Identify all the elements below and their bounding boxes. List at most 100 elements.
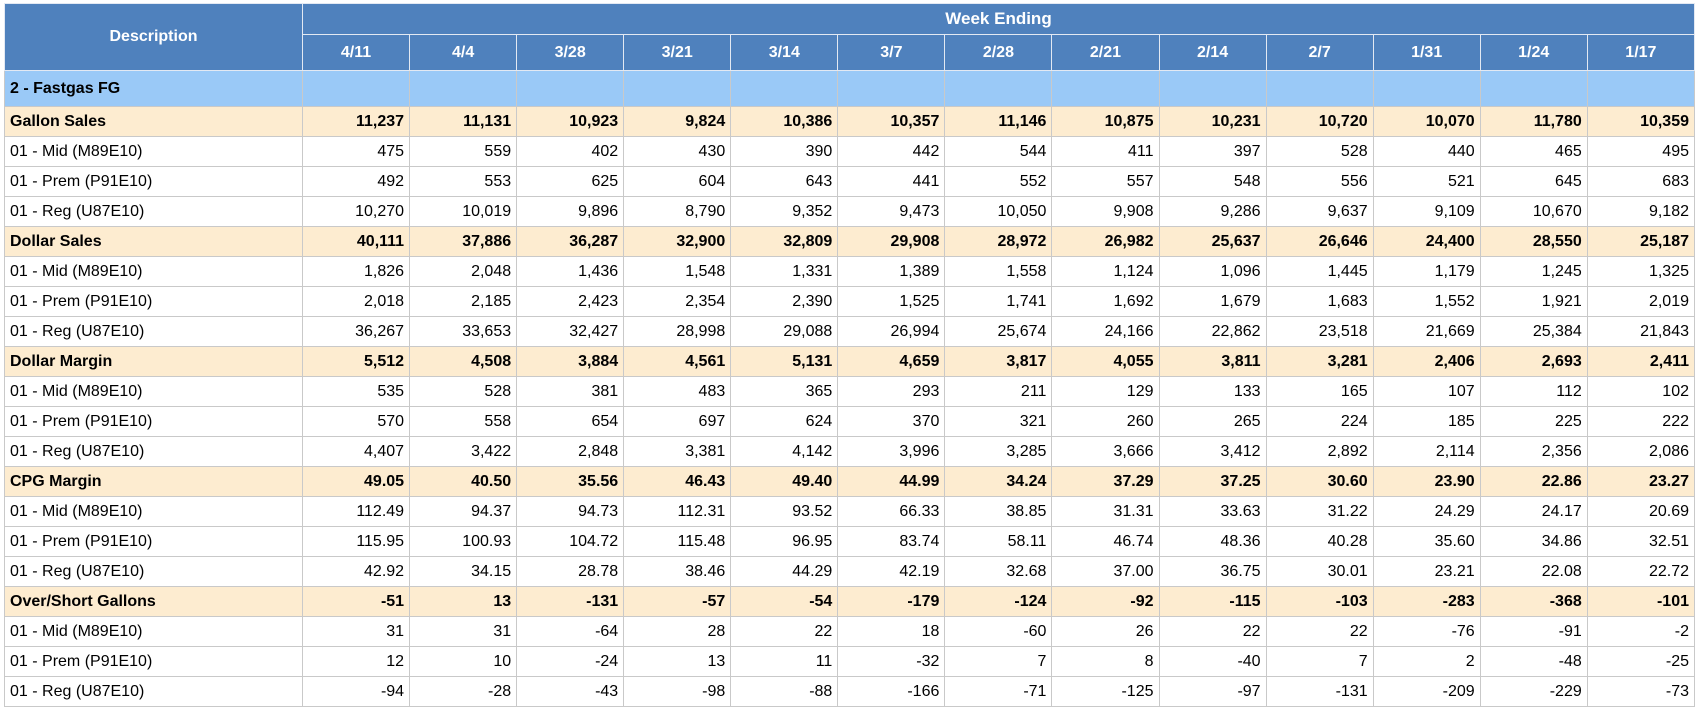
value-cell: 7 <box>1265 646 1374 677</box>
value-cell: -32 <box>837 646 946 677</box>
value-cell: 24.17 <box>1479 496 1588 527</box>
value-cell: 66.33 <box>837 496 946 527</box>
row-label: 01 - Mid (M89E10) <box>4 616 303 647</box>
section-empty-cell <box>623 70 732 107</box>
value-cell: 23.90 <box>1372 466 1481 497</box>
value-cell: 26,994 <box>837 316 946 347</box>
section-empty-cell <box>1265 70 1374 107</box>
value-cell: 442 <box>837 136 946 167</box>
value-cell: 430 <box>623 136 732 167</box>
value-cell: 46.74 <box>1051 526 1160 557</box>
row-label: 01 - Reg (U87E10) <box>4 316 303 347</box>
value-cell: -368 <box>1479 586 1588 617</box>
section-empty-cell <box>1586 70 1695 107</box>
week-column-header[interactable]: 2/14 <box>1158 34 1267 71</box>
value-cell: 2,406 <box>1372 346 1481 377</box>
value-cell: 3,666 <box>1051 436 1160 467</box>
value-cell: 10,670 <box>1479 196 1588 227</box>
value-cell: -64 <box>516 616 625 647</box>
value-cell: 10,875 <box>1051 106 1160 137</box>
value-cell: 9,286 <box>1158 196 1267 227</box>
row-label: 01 - Reg (U87E10) <box>4 676 303 707</box>
metric-row: Over/Short Gallons -51 13 -131 -57 -54 -179 -12… <box>4 586 1695 617</box>
value-cell: 10,357 <box>837 106 946 137</box>
value-cell: 36,287 <box>516 226 625 257</box>
value-cell: 2,693 <box>1479 346 1588 377</box>
value-cell: 37.00 <box>1051 556 1160 587</box>
value-cell: 25,384 <box>1479 316 1588 347</box>
value-cell: 9,637 <box>1265 196 1374 227</box>
week-column-header[interactable]: 3/28 <box>516 34 625 71</box>
section-empty-cell <box>1372 70 1481 107</box>
value-cell: 28,972 <box>944 226 1053 257</box>
week-column-header[interactable]: 1/17 <box>1586 34 1695 71</box>
value-cell: -60 <box>944 616 1053 647</box>
value-cell: 49.05 <box>301 466 411 497</box>
value-cell: 34.15 <box>409 556 518 587</box>
value-cell: -71 <box>944 676 1053 707</box>
value-cell: 129 <box>1051 376 1160 407</box>
section-empty-cell <box>516 70 625 107</box>
weekly-fuel-report-table: Description Week Ending 4/11 4/4 3/28 3/21 3… <box>4 3 1695 707</box>
value-cell: 11,131 <box>409 106 518 137</box>
value-cell: 2,411 <box>1586 346 1695 377</box>
value-cell: 1,389 <box>837 256 946 287</box>
week-column-header[interactable]: 1/24 <box>1479 34 1588 71</box>
value-cell: 11,146 <box>944 106 1053 137</box>
value-cell: -124 <box>944 586 1053 617</box>
value-cell: 643 <box>730 166 839 197</box>
value-cell: 22.72 <box>1586 556 1695 587</box>
value-cell: 440 <box>1372 136 1481 167</box>
value-cell: 24,166 <box>1051 316 1160 347</box>
value-cell: -2 <box>1586 616 1695 647</box>
value-cell: -54 <box>730 586 839 617</box>
week-column-header[interactable]: 2/7 <box>1265 34 1374 71</box>
week-column-header[interactable]: 1/31 <box>1372 34 1481 71</box>
value-cell: 165 <box>1265 376 1374 407</box>
value-cell: 2,356 <box>1479 436 1588 467</box>
detail-row: 01 - Reg (U87E10) 10,270 10,019 9,896 8,790 9… <box>4 196 1695 227</box>
value-cell: 3,422 <box>409 436 518 467</box>
value-cell: 2,048 <box>409 256 518 287</box>
value-cell: 2,019 <box>1586 286 1695 317</box>
value-cell: 94.73 <box>516 496 625 527</box>
value-cell: 370 <box>837 406 946 437</box>
value-cell: 44.29 <box>730 556 839 587</box>
value-cell: 13 <box>409 586 518 617</box>
value-cell: 1,325 <box>1586 256 1695 287</box>
value-cell: 211 <box>944 376 1053 407</box>
week-column-header[interactable]: 3/7 <box>837 34 946 71</box>
section-empty-cell <box>1479 70 1588 107</box>
week-column-header[interactable]: 4/11 <box>301 34 411 71</box>
detail-row: 01 - Prem (P91E10) 570 558 654 697 624 370 321 2… <box>4 406 1695 437</box>
week-column-header[interactable]: 2/21 <box>1051 34 1160 71</box>
week-column-header[interactable]: 3/21 <box>623 34 732 71</box>
value-cell: 1,096 <box>1158 256 1267 287</box>
week-column-header[interactable]: 3/14 <box>730 34 839 71</box>
value-cell: 28.78 <box>516 556 625 587</box>
value-cell: 2,185 <box>409 286 518 317</box>
value-cell: 1,331 <box>730 256 839 287</box>
value-cell: 2,423 <box>516 286 625 317</box>
value-cell: 31.31 <box>1051 496 1160 527</box>
value-cell: 28 <box>623 616 732 647</box>
value-cell: -115 <box>1158 586 1267 617</box>
value-cell: 102 <box>1586 376 1695 407</box>
value-cell: 3,285 <box>944 436 1053 467</box>
value-cell: 23.27 <box>1586 466 1695 497</box>
value-cell: 37.25 <box>1158 466 1267 497</box>
value-cell: 293 <box>837 376 946 407</box>
value-cell: 115.95 <box>301 526 411 557</box>
value-cell: -94 <box>301 676 411 707</box>
value-cell: -51 <box>301 586 411 617</box>
value-cell: 46.43 <box>623 466 732 497</box>
value-cell: 1,245 <box>1479 256 1588 287</box>
value-cell: -131 <box>516 586 625 617</box>
week-column-header[interactable]: 2/28 <box>944 34 1053 71</box>
row-label: 01 - Mid (M89E10) <box>4 256 303 287</box>
description-column-header[interactable]: Description <box>4 3 303 71</box>
week-column-header[interactable]: 4/4 <box>409 34 518 71</box>
row-label: 01 - Prem (P91E10) <box>4 166 303 197</box>
value-cell: 558 <box>409 406 518 437</box>
value-cell: 30.60 <box>1265 466 1374 497</box>
